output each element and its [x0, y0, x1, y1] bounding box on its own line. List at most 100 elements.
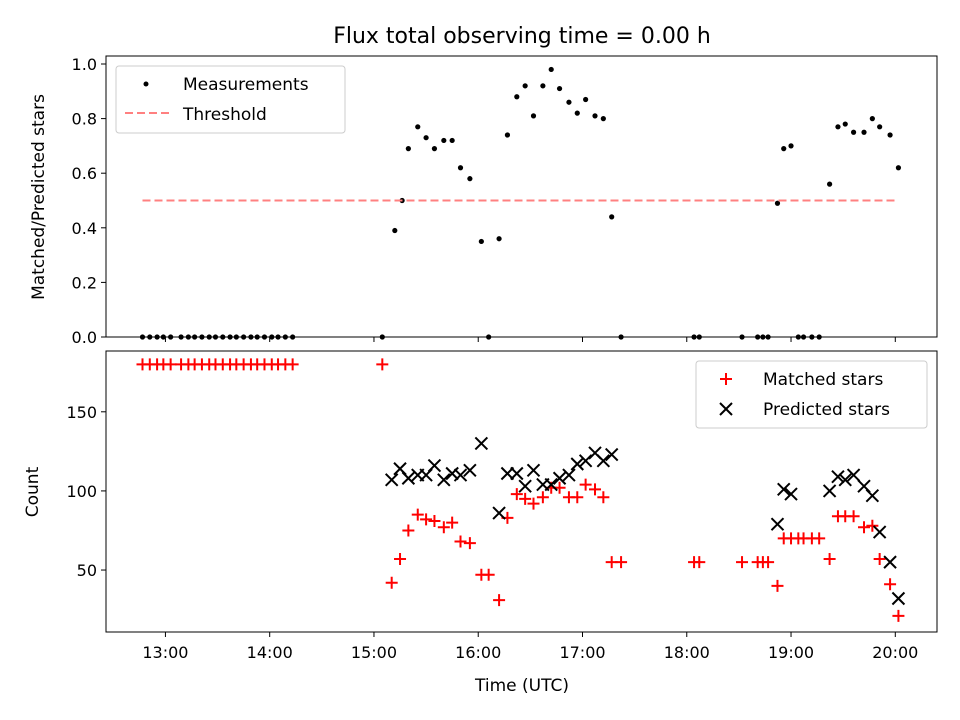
point-matched-stars [437, 521, 450, 534]
y-tick-label: 0.0 [72, 328, 97, 347]
point-measurements [592, 113, 598, 119]
y-tick-label: 1.0 [72, 55, 97, 74]
point-matched-stars [579, 478, 592, 491]
point-predicted-stars [518, 479, 532, 493]
point-measurements [530, 113, 537, 119]
point-measurements [574, 110, 580, 116]
point-measurements [583, 96, 589, 103]
point-matched-stars [420, 513, 433, 526]
point-predicted-stars [427, 458, 442, 473]
point-predicted-stars [872, 525, 887, 539]
point-predicted-stars [578, 454, 593, 468]
point-matched-stars [454, 535, 467, 548]
point-predicted-stars [437, 473, 451, 487]
y-tick-label: 50 [77, 561, 97, 580]
y-tick-label: 0.2 [72, 273, 97, 292]
point-measurements [835, 124, 841, 130]
point-matched-stars [858, 521, 871, 534]
point-matched-stars [411, 508, 424, 521]
point-measurements [556, 85, 563, 92]
point-matched-stars [428, 514, 441, 527]
point-matched-stars [376, 358, 389, 371]
point-predicted-stars [846, 468, 861, 482]
point-measurements [877, 124, 883, 130]
point-matched-stars [873, 552, 886, 565]
point-measurements [540, 83, 546, 89]
bottom-y-axis-label: Count [23, 466, 43, 517]
point-matched-stars [597, 491, 610, 504]
top-axes-frame [105, 55, 938, 338]
point-predicted-stars [384, 473, 399, 487]
point-predicted-stars [838, 473, 852, 487]
point-predicted-stars [883, 555, 897, 569]
top-axes: 0.0 0.2 0.4 0.6 0.8 1.0 Matched/Predicted sta… [29, 55, 938, 347]
point-matched-stars [510, 488, 523, 501]
x-axis-label: Time (UTC) [474, 676, 569, 696]
top-legend: Measurements Threshold [115, 65, 346, 134]
point-measurements [850, 129, 857, 135]
point-matched-stars [402, 524, 415, 537]
point-measurements [861, 129, 867, 135]
point-measurements [467, 176, 473, 182]
point-matched-stars [286, 358, 299, 371]
point-predicted-stars [891, 591, 906, 606]
point-predicted-stars [865, 488, 880, 503]
point-predicted-stars [831, 469, 845, 484]
point-measurements [887, 132, 893, 138]
point-predicted-stars [510, 466, 524, 481]
point-predicted-stars [401, 471, 416, 485]
x-tick-label: 13:00 [142, 643, 188, 662]
point-predicted-stars [822, 484, 837, 498]
point-matched-stars [813, 532, 826, 545]
legend-label-measurements: Measurements [183, 75, 309, 95]
x-tick-label: 20:00 [872, 643, 918, 662]
point-predicted-stars [445, 466, 459, 481]
point-predicted-stars [492, 506, 506, 520]
point-measurements [895, 165, 902, 171]
point-measurements [827, 181, 833, 187]
top-legend-frame [115, 65, 346, 134]
point-predicted-stars [784, 487, 798, 501]
point-measurements [842, 121, 848, 127]
bottom-y-ticks: 50 100 150 [66, 403, 106, 580]
point-predicted-stars [463, 463, 477, 478]
point-matched-stars [164, 358, 177, 371]
y-tick-label: 0.8 [72, 110, 97, 129]
legend-label-matched-stars: Matched stars [763, 370, 883, 390]
point-matched-stars [536, 491, 549, 504]
point-measurements [457, 165, 464, 171]
point-predicted-stars [562, 468, 576, 482]
point-predicted-stars [570, 457, 584, 471]
point-predicted-stars [474, 436, 489, 451]
x-tick-label: 18:00 [664, 643, 710, 662]
point-measurements [431, 146, 438, 152]
point-matched-stars [736, 556, 749, 569]
point-measurements [423, 135, 429, 141]
x-tick-label: 17:00 [559, 643, 605, 662]
point-matched-stars [762, 556, 775, 569]
point-predicted-stars [777, 482, 791, 497]
point-matched-stars [615, 556, 628, 569]
point-measurements [405, 146, 411, 152]
x-tick-label: 19:00 [768, 643, 814, 662]
point-matched-stars [519, 492, 532, 505]
top-y-ticks: 0.0 0.2 0.4 0.6 0.8 1.0 [72, 55, 106, 347]
chart-title: Flux total observing time = 0.00 h [333, 24, 711, 49]
point-measurements [774, 200, 781, 206]
bottom-legend-frame [695, 360, 928, 429]
point-measurements [415, 124, 421, 130]
point-matched-stars [589, 483, 602, 496]
point-measurements [514, 94, 520, 100]
point-measurements [600, 116, 606, 122]
point-measurements [781, 146, 787, 152]
point-predicted-stars [596, 454, 611, 468]
legend-marker-predicted-stars [719, 402, 733, 416]
y-tick-label: 150 [66, 403, 97, 422]
bottom-x-ticks: 13:00 14:00 15:00 16:00 17:00 18:00 19:00 20:00 [142, 632, 918, 662]
point-measurements [522, 83, 528, 89]
point-predicted-stars [544, 477, 558, 492]
point-predicted-stars [526, 463, 541, 478]
point-matched-stars [866, 519, 879, 532]
